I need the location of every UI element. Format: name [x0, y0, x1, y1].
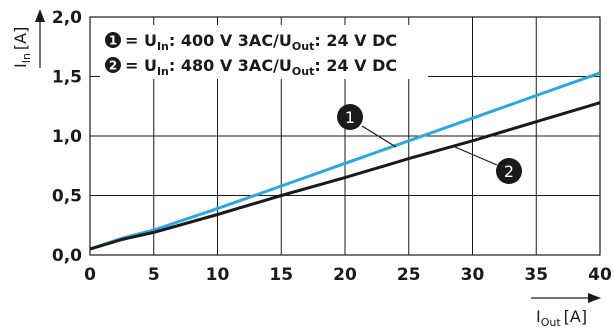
series-lines [89, 71, 601, 251]
x-tick-label-3: 15 [269, 265, 293, 285]
tick-labels: 0 5 10 15 20 25 30 35 40 0,0 0,5 1,0 1,5 2,0 [52, 8, 612, 285]
series-2-marker [496, 158, 522, 184]
legend-marker-1-label: 1 [109, 34, 117, 48]
legend-background [100, 25, 428, 79]
legend: 1 = UIn: 400 V 3AC/UOut: 24 V DC 2 = UIn… [100, 25, 428, 79]
x-tick-label-1: 5 [148, 265, 160, 285]
y-axis-title: IIn[A] [11, 9, 45, 68]
x-tick-label-5: 25 [397, 265, 421, 285]
y-axis-arrow-head [35, 9, 45, 22]
y-tick-label-0: 0,0 [52, 246, 82, 266]
legend-marker-2 [105, 57, 121, 73]
legend-marker-1 [105, 32, 121, 48]
x-axis-label: IOut [A] [536, 307, 587, 329]
series-2-line [89, 101, 601, 251]
x-tick-label-4: 20 [333, 265, 357, 285]
x-tick-label-7: 35 [524, 265, 548, 285]
series-1-marker [337, 104, 363, 130]
x-tick-label-0: 0 [84, 265, 96, 285]
legend-entry-2: = UIn: 480 V 3AC/UOut: 24 V DC [125, 56, 397, 78]
legend-entry-1: = UIn: 400 V 3AC/UOut: 24 V DC [125, 31, 397, 53]
series-2-annotation: 2 [454, 146, 522, 184]
x-axis-title: IOut [A] [531, 293, 601, 329]
series-1-marker-label: 1 [345, 108, 355, 127]
y-axis-label: IIn[A] [11, 27, 33, 68]
series-1-annotation: 1 [337, 104, 397, 148]
x-tick-label-6: 30 [461, 265, 485, 285]
series-1-line [89, 71, 601, 251]
x-axis-arrow-head [588, 293, 601, 303]
series-2-leader-line [454, 146, 498, 166]
legend-marker-2-label: 2 [109, 59, 117, 73]
y-tick-label-3: 1,5 [52, 68, 82, 88]
series-1-leader-line [361, 125, 397, 148]
y-tick-label-1: 0,5 [52, 187, 82, 207]
y-tick-label-2: 1,0 [52, 127, 82, 147]
x-tick-label-8: 40 [588, 265, 612, 285]
y-tick-label-4: 2,0 [52, 8, 82, 28]
x-tick-label-2: 10 [206, 265, 230, 285]
series-2-marker-label: 2 [504, 162, 514, 181]
